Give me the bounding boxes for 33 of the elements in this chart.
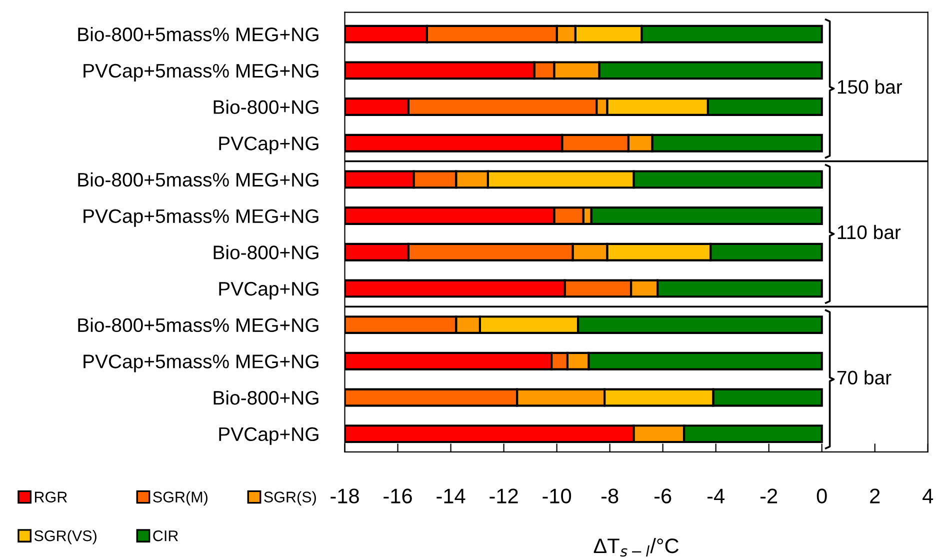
x-tick-label: 4 [922,488,934,504]
y-tick-label: Bio-800+NG [214,390,318,405]
annotation: 70 bar [837,370,892,385]
y-tick-label: Bio-800+NG [214,245,318,260]
y-tick-label: PVCap+5mass% MEG+NG [84,209,318,227]
x-tick-label: -6 [654,488,672,504]
y-tick-label: PVCap+5mass% MEG+NG [84,354,318,372]
legend-label: SGR(VS) [34,530,96,544]
legend-label: SGR(S) [264,491,316,506]
x-axis-title: ΔT$_{s−l}$/°C [594,538,679,557]
legend-label: RGR [34,492,67,502]
x-tick-label: -4 [708,488,724,504]
y-tick-label: PVCap+NG [219,282,318,300]
annotation: 150 bar [838,80,902,94]
x-tick-label: 0 [816,488,827,504]
x-tick-label: -18 [330,488,359,504]
x-tick-label: -16 [384,488,412,504]
x-tick-label: -2 [760,488,778,504]
legend-label: SGR(M) [153,491,208,506]
y-tick-label: Bio-800+5mass% MEG+NG [78,27,318,42]
y-tick-label: PVCap+NG [219,427,318,445]
x-tick-label: -10 [542,488,572,504]
legend-label: CIR [153,530,178,542]
annotation: 110 bar [838,224,901,240]
x-tick-label: -8 [601,488,618,504]
x-tick-label: -12 [490,488,518,504]
x-tick-label: -14 [436,488,466,504]
x-tick-label: 2 [870,488,880,504]
y-tick-label: PVCap+NG [219,136,318,154]
y-tick-label: Bio-800+5mass% MEG+NG [78,172,318,187]
y-tick-label: Bio-800+NG [214,100,318,114]
y-tick-label: PVCap+5mass% MEG+NG [84,64,318,82]
y-tick-label: Bio-800+5mass% MEG+NG [78,318,318,332]
